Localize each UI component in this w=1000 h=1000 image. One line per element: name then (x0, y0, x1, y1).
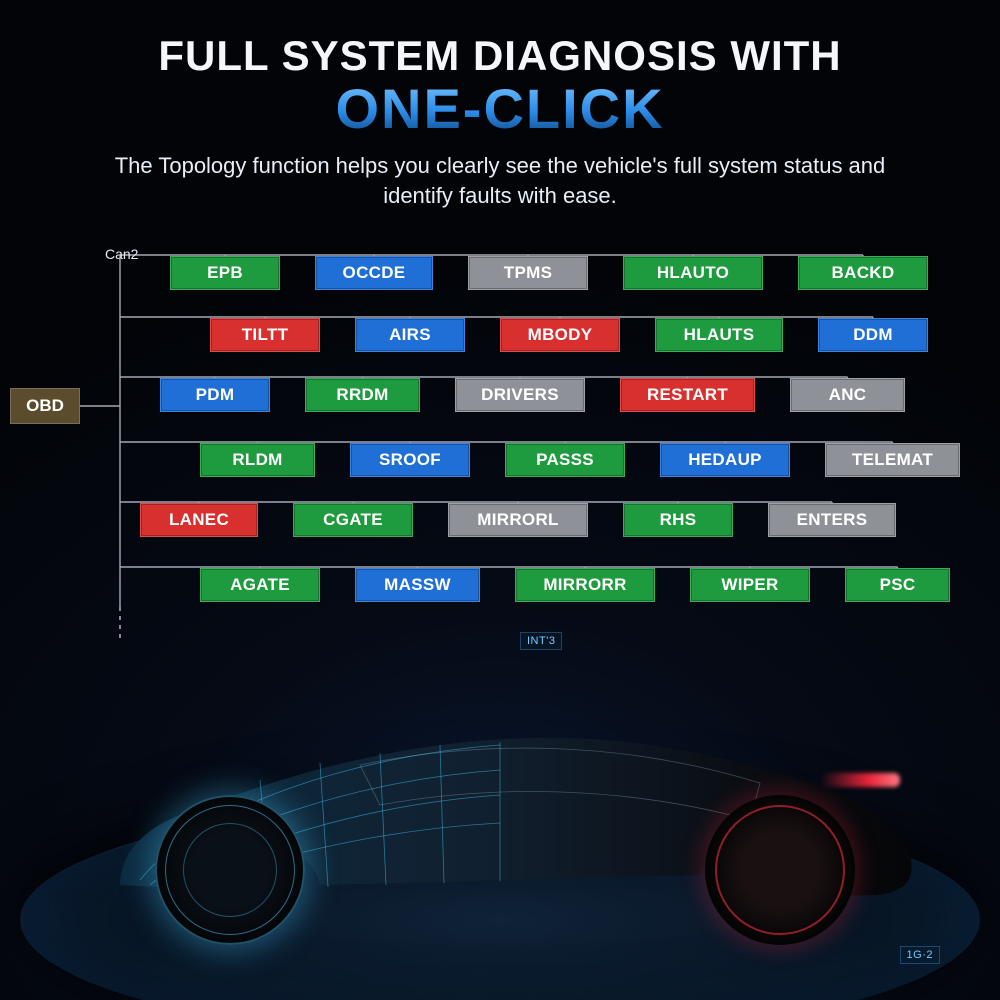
title-line-1: FULL SYSTEM DIAGNOSIS WITH (40, 32, 960, 80)
topology-diagram: OBD Can2 EPBOCCDETPMSHLAUTOBACKDTILTTAIR… (30, 238, 970, 638)
wheel-front (155, 795, 305, 945)
topology-node: RHS (623, 503, 733, 537)
car-stage: INT'3 1G·2 (0, 620, 1000, 1000)
topology-node: RESTART (620, 378, 755, 412)
title-line-2: ONE-CLICK (335, 76, 664, 141)
topology-node: ENTERS (768, 503, 896, 537)
topology-node: BACKD (798, 256, 928, 290)
topology-node: TILTT (210, 318, 320, 352)
topology-node: DDM (818, 318, 928, 352)
topology-node: HLAUTO (623, 256, 763, 290)
topology-node: PDM (160, 378, 270, 412)
taillight-glow (820, 773, 900, 787)
topology-node: PSC (845, 568, 950, 602)
topology-node: ANC (790, 378, 905, 412)
topology-node: MASSW (355, 568, 480, 602)
topology-node: WIPER (690, 568, 810, 602)
topology-node: MIRRORR (515, 568, 655, 602)
subtitle: The Topology function helps you clearly … (80, 151, 920, 210)
header: FULL SYSTEM DIAGNOSIS WITH ONE-CLICK The… (0, 0, 1000, 210)
topology-node: AGATE (200, 568, 320, 602)
car-illustration (60, 685, 940, 945)
topology-connectors (30, 238, 970, 638)
topology-node: EPB (170, 256, 280, 290)
topology-node: OCCDE (315, 256, 433, 290)
hud-tag-bottom: 1G·2 (900, 946, 940, 964)
topology-node: LANEC (140, 503, 258, 537)
topology-node: PASSS (505, 443, 625, 477)
topology-node: DRIVERS (455, 378, 585, 412)
topology-node: HEDAUP (660, 443, 790, 477)
topology-node: MIRRORL (448, 503, 588, 537)
topology-node: HLAUTS (655, 318, 783, 352)
topology-node: AIRS (355, 318, 465, 352)
topology-node: RRDM (305, 378, 420, 412)
topology-node: SROOF (350, 443, 470, 477)
topology-node: RLDM (200, 443, 315, 477)
topology-node: MBODY (500, 318, 620, 352)
topology-root-node: OBD (10, 388, 80, 424)
topology-node: CGATE (293, 503, 413, 537)
wheel-rear (705, 795, 855, 945)
topology-node: TPMS (468, 256, 588, 290)
topology-bus-label: Can2 (105, 246, 138, 262)
hud-tag-top: INT'3 (520, 632, 562, 650)
topology-node: TELEMAT (825, 443, 960, 477)
